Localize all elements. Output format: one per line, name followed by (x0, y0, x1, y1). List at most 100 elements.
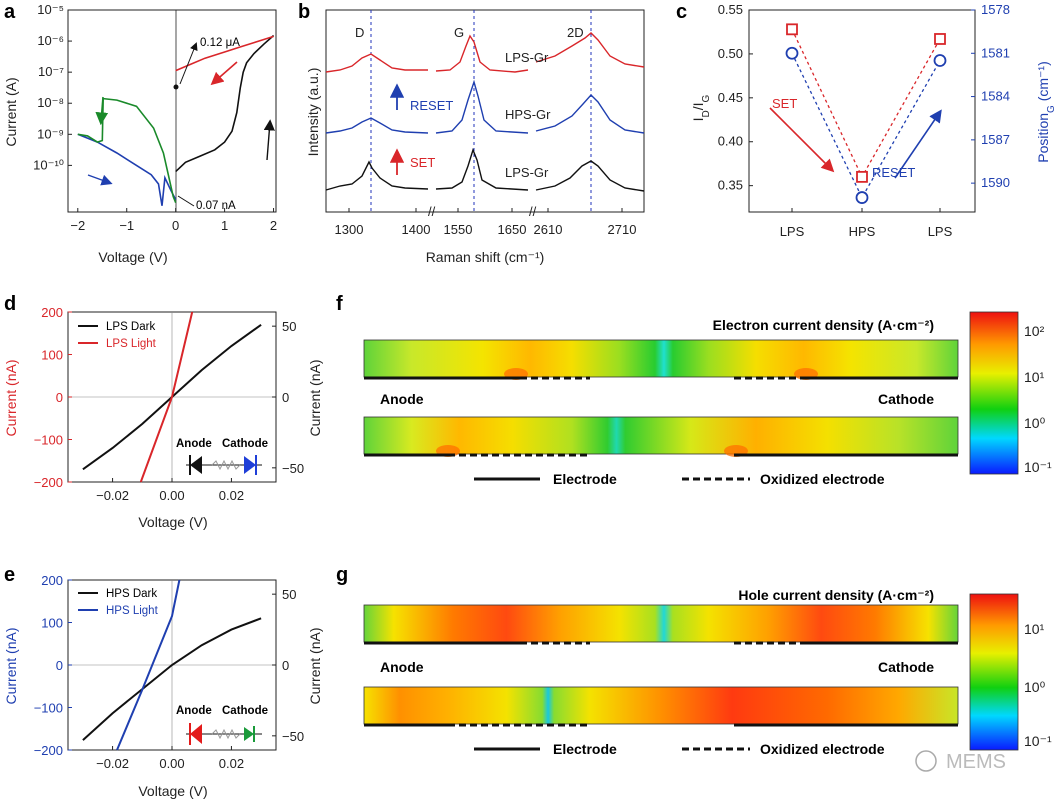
panel-c-ytick-left-label: 0.35 (718, 178, 743, 193)
panel-a-series (77, 34, 275, 206)
panel-f-heatmap-bottom (363, 416, 959, 455)
panel-g-legend-electrode: Electrode (553, 741, 617, 757)
panel-a-arrow-red (210, 61, 238, 86)
panel-b: b D G 2D LPS-Gr HPS-Gr LPS-Gr RESET SET … (298, 1, 645, 265)
panel-b-xlabel: Raman shift (cm⁻¹) (426, 249, 545, 265)
panel-a-y-ticks: 10⁻¹⁰ 10⁻⁹ 10⁻⁸ 10⁻⁷ 10⁻⁶ 10⁻⁵ (33, 2, 72, 172)
panel-b-peak-g: G (454, 25, 464, 40)
panel-f-heatmap-top (363, 339, 959, 378)
panel-a-arrow-black (263, 119, 275, 161)
panel-d-ytick-right-label: 50 (282, 319, 296, 334)
panel-c-ytick-right-label: 1584 (981, 89, 1010, 104)
panel-g-title: Hole current density (A·cm⁻²) (738, 587, 934, 603)
panel-a-ylabel: Current (A) (3, 77, 19, 146)
panel-e-xtick-label: 0.02 (219, 756, 244, 771)
panel-d-ytick-left-label: 0 (56, 390, 63, 405)
panel-e-ylabel-left: Current (nA) (3, 627, 19, 704)
panel-e-legend-dark: HPS Dark (106, 588, 157, 600)
panel-c-ytick-left-label: 0.55 (718, 2, 743, 17)
panel-g: g Hole current density (A·cm⁻²) Anode Ca… (336, 564, 1052, 757)
panel-b-frame (325, 9, 645, 213)
panel-b-xtick-label: 2710 (608, 222, 637, 237)
panel-e-ytick-left-label: −100 (34, 701, 63, 716)
panel-f-colorbar-tick-2: 10¹ (1024, 369, 1045, 385)
panel-c-marker-posg (855, 191, 869, 204)
panel-a-annotation-arrow-high (179, 42, 198, 85)
panel-b-xtick-label: 1650 (498, 222, 527, 237)
panel-a-ytick-label: 10⁻⁸ (37, 95, 64, 110)
panel-c-line-idig (791, 29, 941, 179)
panel-c-label: c (676, 1, 687, 23)
panel-c: c 0.35 0.40 0.45 0.50 0.55 1578 1581 1584 1587 15… (676, 1, 1057, 239)
panel-a-xtick-label: 2 (270, 218, 277, 233)
panel-f-cathode: Cathode (878, 391, 934, 407)
panel-d-label: d (4, 293, 16, 315)
panel-d-ytick-right-label: −50 (282, 461, 304, 476)
panel-f-label: f (336, 293, 343, 315)
panel-f-anode: Anode (380, 391, 424, 407)
panel-a-xtick-label: 1 (221, 218, 228, 233)
panel-d: d 200 100 0 −100 −200 50 0 −50 −0.02 0.00 0.02 Vol… (3, 293, 323, 530)
watermark-icon (915, 750, 937, 772)
panel-c-set-label: SET (772, 96, 797, 111)
panel-d-ytick-left-label: −200 (34, 475, 63, 490)
panel-d-ytick-left-label: 100 (41, 348, 63, 363)
panel-e-ytick-left-label: 100 (41, 616, 63, 631)
panel-g-anode: Anode (380, 659, 424, 675)
panel-e-diode-inset (186, 723, 262, 745)
panel-c-category-label: LPS (928, 224, 953, 239)
panel-a-ytick-label: 10⁻⁵ (37, 2, 64, 17)
panel-b-axis-break-2: // (529, 204, 537, 219)
panel-a-xtick-label: −1 (119, 218, 134, 233)
panel-a-annotation-high: 0.12 μA (200, 37, 240, 49)
panel-a-xtick-label: −2 (70, 218, 85, 233)
panel-g-legend-oxidized: Oxidized electrode (760, 741, 885, 757)
panel-g-cathode: Cathode (878, 659, 934, 675)
panel-c-ytick-right-label: 1587 (981, 132, 1010, 147)
panel-b-label-lps-top: LPS-Gr (505, 50, 549, 65)
panel-c-ytick-left-label: 0.45 (718, 90, 743, 105)
panel-a-xtick-label: 0 (172, 218, 179, 233)
panel-d-inset-cathode: Cathode (222, 438, 268, 450)
panel-f: f Electron current density (A·cm⁻²) Anod… (336, 293, 1052, 487)
panel-e-xtick-label: 0.00 (159, 756, 184, 771)
panel-e-plot: 200 100 0 −100 −200 50 0 −50 −0.02 0.00 0.02 (34, 573, 304, 771)
panel-a-label: a (4, 1, 16, 23)
panel-c-ytick-right-label: 1590 (981, 175, 1010, 190)
panel-c-reset-arrow (894, 109, 942, 179)
panel-d-ytick-right-label: 0 (282, 390, 289, 405)
panel-e-ylabel-right: Current (nA) (307, 627, 323, 704)
panel-b-xtick-label: 2610 (534, 222, 563, 237)
panel-b-label-hps: HPS-Gr (505, 107, 551, 122)
panel-d-ylabel-right: Current (nA) (307, 359, 323, 436)
panel-b-spectrum-lps-top (325, 32, 645, 73)
panel-g-heatmap-bottom (363, 686, 959, 725)
panel-a-arrow-green (95, 96, 109, 126)
watermark-text: MEMS (946, 751, 1006, 773)
panel-f-title: Electron current density (A·cm⁻²) (713, 317, 934, 333)
panel-d-ytick-left-label: 200 (41, 305, 63, 320)
panel-g-colorbar-tick-1: 10¹ (1024, 621, 1045, 637)
panel-c-ytick-right-label: 1581 (981, 45, 1010, 60)
panel-g-colorbar-tick-3: 10⁻¹ (1024, 733, 1052, 749)
panel-c-series (785, 23, 947, 204)
panel-c-marker-idig (856, 170, 868, 183)
panel-e-label: e (4, 564, 15, 586)
panel-e-ytick-right-label: −50 (282, 729, 304, 744)
panel-f-colorbar (969, 311, 1019, 475)
panel-g-label: g (336, 564, 348, 586)
panel-a-annotation-low: 0.07 nA (196, 200, 236, 212)
panel-e-ytick-left-label: 0 (56, 658, 63, 673)
panel-c-ylabel-right: PositionG (cm⁻¹) (1035, 61, 1057, 163)
panel-b-xtick-label: 1300 (335, 222, 364, 237)
panel-a-series-black (175, 34, 275, 173)
panel-d-plot: 200 100 0 −100 −200 50 0 −50 −0.02 0.00 0.02 (34, 305, 304, 503)
panel-a-xlabel: Voltage (V) (98, 249, 167, 265)
panel-c-category-label: LPS (780, 224, 805, 239)
panel-a-junction-dot (173, 84, 179, 90)
panel-b-peak-2d: 2D (567, 25, 584, 40)
panel-c-category-label: HPS (849, 224, 876, 239)
panel-e-ytick-right-label: 0 (282, 658, 289, 673)
panel-g-colorbar (969, 593, 1019, 751)
